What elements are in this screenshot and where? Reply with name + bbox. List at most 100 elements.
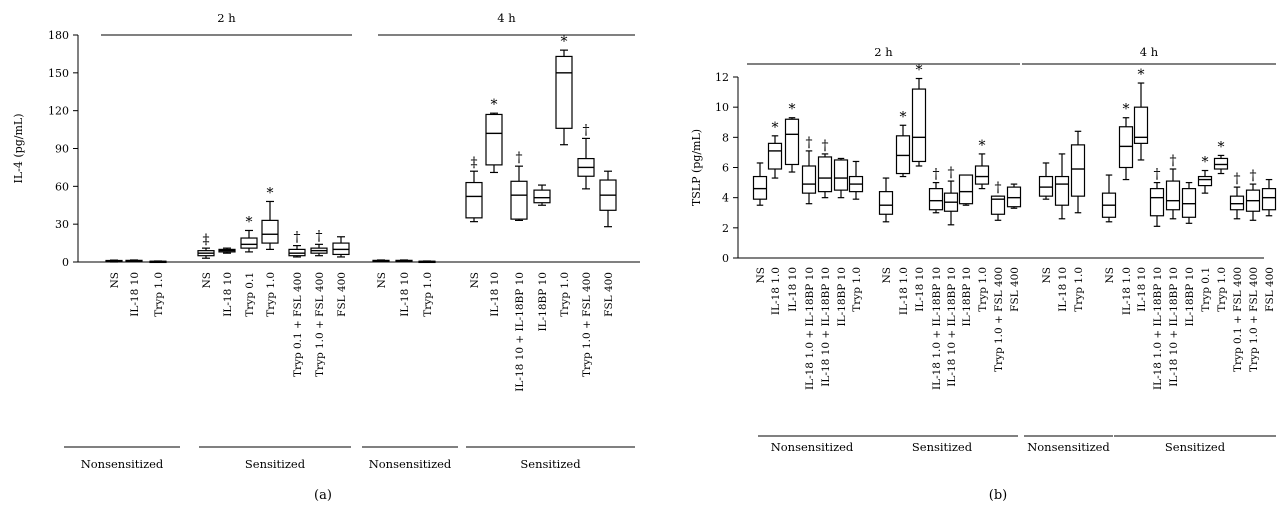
box-plot: †	[990, 180, 1006, 221]
category-label: FSL 400	[1009, 267, 1021, 312]
box-plot: *	[261, 185, 279, 250]
box-iqr	[533, 189, 551, 204]
box-plot: *	[784, 102, 800, 173]
y-tick-label: 0	[722, 252, 729, 265]
y-tick-label: 150	[48, 67, 69, 80]
significance-mark: *	[789, 102, 796, 118]
category-label: NS	[881, 267, 893, 283]
category-label: IL-18 1.0 + IL-18BP 10	[1152, 267, 1164, 390]
box-iqr	[1070, 144, 1086, 197]
category-label: NS	[755, 267, 767, 283]
box-iqr	[510, 180, 528, 220]
category-label: Tryp 0.1 + FSL 400	[1232, 267, 1244, 372]
significance-mark: *	[246, 214, 253, 230]
significance-mark: ‡	[471, 155, 478, 171]
time-label: 4 h	[1140, 45, 1159, 59]
category-label: NS	[1104, 267, 1116, 283]
box-iqr	[1181, 188, 1197, 218]
box-plot	[833, 157, 849, 199]
category-label: Tryp 1.0 + FSL 400	[1248, 267, 1260, 372]
significance-mark: *	[1202, 155, 1209, 171]
box-plot: †	[310, 228, 328, 257]
time-label: 4 h	[497, 11, 516, 25]
box-plot: †	[1229, 171, 1245, 220]
box-iqr	[895, 135, 911, 175]
box-plot: †	[288, 230, 306, 258]
category-label: IL-18 10	[787, 267, 799, 312]
box-iqr	[974, 165, 990, 185]
box-plot	[1181, 181, 1197, 224]
category-label: Tryp 1.0	[153, 272, 165, 317]
panel-label: (b)	[989, 488, 1007, 503]
group-label: Nonsensitized	[81, 457, 164, 471]
category-label: Tryp 1.0	[977, 267, 989, 312]
box-plot	[533, 184, 551, 206]
category-label: NS	[109, 272, 121, 288]
category-label: Tryp 1.0	[851, 267, 863, 312]
significance-mark: *	[1218, 139, 1225, 155]
box-plot	[1261, 178, 1277, 217]
category-label: IL-18 10 + IL-18BP 10	[1168, 267, 1180, 387]
box-iqr	[911, 88, 927, 163]
category-label: Tryp 1.0 + FSL 400	[993, 267, 1005, 372]
significance-mark: *	[979, 138, 986, 154]
box-iqr	[1261, 188, 1277, 211]
category-label: IL-18 10	[222, 272, 234, 317]
box-plot: *	[767, 120, 783, 179]
box-iqr	[555, 55, 573, 129]
box-plot	[848, 160, 864, 200]
box-iqr	[1149, 188, 1165, 217]
significance-mark: †	[995, 180, 1002, 196]
significance-mark: *	[491, 97, 498, 113]
box-plot	[1070, 130, 1086, 214]
box-iqr	[1165, 180, 1181, 211]
group-label: Nonsensitized	[1027, 440, 1110, 454]
significance-mark: †	[516, 150, 523, 166]
category-label: IL-18 1.0 + IL-18BP 10	[931, 267, 943, 390]
category-label: Tryp 0.1	[244, 272, 256, 317]
category-label: Tryp 1.0	[1216, 267, 1228, 312]
category-label: IL-18BP 10	[961, 267, 973, 327]
box-plot	[332, 236, 350, 258]
box-iqr	[1054, 175, 1070, 206]
category-label: IL-18 10 + IL-18BP 10	[514, 272, 526, 392]
category-label: IL-18 10	[129, 272, 141, 317]
box-iqr	[261, 219, 279, 244]
group-label: Sensitized	[520, 457, 581, 471]
box-plot	[1054, 153, 1070, 220]
box-iqr	[1038, 175, 1054, 197]
box-iqr	[1118, 126, 1134, 169]
box-plot: *	[1197, 155, 1213, 194]
category-label: Tryp 0.1	[1200, 267, 1212, 312]
category-label: NS	[469, 272, 481, 288]
box-plot: †	[577, 122, 595, 190]
category-label: Tryp 1.0 + FSL 400	[314, 272, 326, 377]
category-label: IL-18 10 + IL-18BP 10	[946, 267, 958, 387]
box-plot: *	[974, 138, 990, 190]
significance-mark: †	[1154, 167, 1161, 183]
time-label: 2 h	[217, 11, 236, 25]
box-iqr	[990, 195, 1006, 215]
panel-label: (a)	[314, 488, 332, 503]
y-tick-label: 60	[55, 180, 69, 193]
significance-mark: *	[916, 63, 923, 79]
box-plot: ‡	[465, 155, 483, 223]
significance-mark: *	[1123, 102, 1130, 118]
box-iqr	[465, 181, 483, 219]
significance-mark: †	[316, 228, 323, 244]
y-axis-label: IL-4 (pg/mL)	[12, 114, 25, 184]
box-plot: ‡	[197, 232, 215, 259]
box-iqr	[1229, 195, 1245, 211]
category-label: NS	[201, 272, 213, 288]
significance-mark: *	[772, 120, 779, 136]
box-plot: *	[1133, 67, 1149, 161]
box-plot: †	[801, 135, 817, 205]
significance-mark: *	[1138, 67, 1145, 83]
group-label: Sensitized	[912, 440, 973, 454]
category-label: IL-18BP 10	[1184, 267, 1196, 327]
box-plot	[599, 170, 617, 228]
box-plot: †	[1165, 153, 1181, 220]
box-plot	[395, 259, 413, 263]
category-label: Tryp 1.0	[265, 272, 277, 317]
